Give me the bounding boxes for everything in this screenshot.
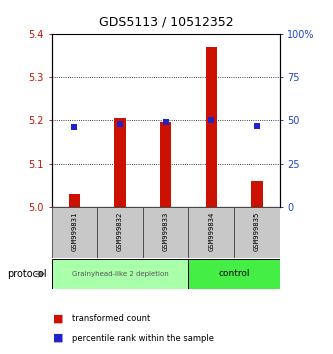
Text: transformed count: transformed count	[72, 314, 150, 323]
Bar	[114, 118, 126, 207]
Bar	[143, 207, 188, 258]
Text: control: control	[218, 269, 250, 279]
Point	[72, 125, 77, 130]
Bar	[188, 259, 280, 289]
Bar	[251, 181, 263, 207]
Text: GSM999835: GSM999835	[254, 212, 260, 251]
Bar	[52, 207, 97, 258]
Text: GDS5113 / 10512352: GDS5113 / 10512352	[99, 16, 234, 29]
Bar	[234, 207, 280, 258]
Point	[117, 121, 123, 127]
Text: protocol: protocol	[7, 269, 46, 279]
Bar	[69, 194, 80, 207]
Bar	[97, 207, 143, 258]
Bar	[188, 207, 234, 258]
Text: ■: ■	[53, 314, 64, 324]
Bar	[205, 47, 217, 207]
Point	[254, 123, 260, 129]
Text: ■: ■	[53, 333, 64, 343]
Point	[208, 118, 214, 123]
Text: GSM999831: GSM999831	[71, 212, 78, 251]
Text: GSM999834: GSM999834	[208, 212, 214, 251]
Text: percentile rank within the sample: percentile rank within the sample	[72, 333, 213, 343]
Text: GSM999832: GSM999832	[117, 212, 123, 251]
Bar	[52, 259, 188, 289]
Text: GSM999833: GSM999833	[163, 212, 169, 251]
Bar	[160, 122, 171, 207]
Text: Grainyhead-like 2 depletion: Grainyhead-like 2 depletion	[72, 271, 168, 277]
Point	[163, 119, 168, 125]
